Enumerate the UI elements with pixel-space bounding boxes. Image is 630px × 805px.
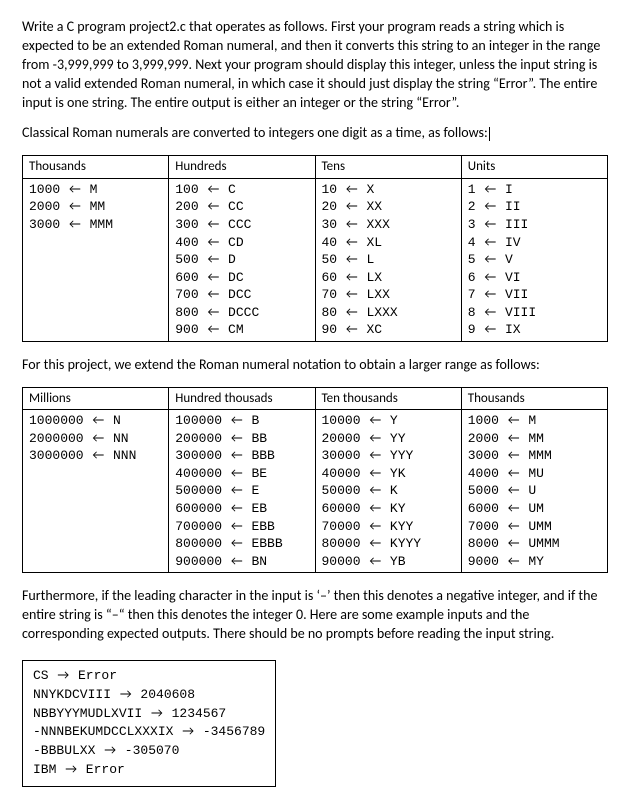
numeral-mapping: 2 ← II [468, 198, 601, 216]
numeral-mapping: 6 ← VI [468, 269, 601, 287]
table-cell: 10 ← X20 ← XX30 ← XXX40 ← XL50 ← L60 ← L… [315, 178, 461, 341]
numeral-mapping: 200000 ← BB [175, 430, 308, 448]
numeral-mapping: 50000 ← K [322, 482, 455, 500]
numeral-mapping: 100 ← C [175, 181, 308, 199]
example-line: NNYKDCVIII → 2040608 [33, 686, 265, 705]
numeral-mapping: 2000 ← MM [468, 430, 601, 448]
classical-roman-table: Thousands Hundreds Tens Units 1000 ← M20… [22, 155, 608, 341]
col-header: Tens [315, 156, 461, 179]
numeral-mapping: 4 ← IV [468, 234, 601, 252]
numeral-mapping: 9 ← IX [468, 321, 601, 339]
table-header-row: Thousands Hundreds Tens Units [23, 156, 608, 179]
numeral-mapping: 4000 ← MU [468, 465, 601, 483]
numeral-mapping: 40000 ← YK [322, 465, 455, 483]
table-cell: 10000 ← Y20000 ← YY30000 ← YYY40000 ← YK… [315, 410, 461, 573]
table-cell: 1000 ← M2000 ← MM3000 ← MMM [23, 178, 169, 341]
numeral-mapping: 600 ← DC [175, 269, 308, 287]
numeral-mapping: 800000 ← EBBB [175, 535, 308, 553]
numeral-mapping: 70000 ← KYY [322, 518, 455, 536]
col-header: Ten thousands [315, 387, 461, 410]
numeral-mapping: 5 ← V [468, 251, 601, 269]
numeral-mapping: 1000000 ← N [29, 412, 162, 430]
example-line: -NNNBEKUMDCCLXXXIX → -3456789 [33, 723, 265, 742]
extended-roman-table: Millions Hundred thousads Ten thousands … [22, 387, 608, 573]
paragraph-3: For this project, we extend the Roman nu… [22, 356, 608, 375]
numeral-mapping: 9000 ← MY [468, 553, 601, 571]
numeral-mapping: 60000 ← KY [322, 500, 455, 518]
numeral-mapping: 3 ← III [468, 216, 601, 234]
numeral-mapping: 40 ← XL [322, 234, 455, 252]
table-cell: 100 ← C200 ← CC300 ← CCC400 ← CD500 ← D6… [169, 178, 315, 341]
numeral-mapping: 500000 ← E [175, 482, 308, 500]
numeral-mapping: 50 ← L [322, 251, 455, 269]
para2-text: Classical Roman numerals are converted t… [22, 124, 488, 141]
numeral-mapping: 30 ← XXX [322, 216, 455, 234]
text-cursor [489, 127, 490, 141]
numeral-mapping: 2000000 ← NN [29, 430, 162, 448]
table-header-row: Millions Hundred thousads Ten thousands … [23, 387, 608, 410]
numeral-mapping: 90000 ← YB [322, 553, 455, 571]
col-header: Hundreds [169, 156, 315, 179]
numeral-mapping: 600000 ← EB [175, 500, 308, 518]
numeral-mapping: 10000 ← Y [322, 412, 455, 430]
table-cell: 100000 ← B200000 ← BB300000 ← BBB400000 … [169, 410, 315, 573]
numeral-mapping: 700000 ← EBB [175, 518, 308, 536]
numeral-mapping: 20 ← XX [322, 198, 455, 216]
numeral-mapping: 8 ← VIII [468, 304, 601, 322]
numeral-mapping: 60 ← LX [322, 269, 455, 287]
table-cell: 1 ← I2 ← II3 ← III4 ← IV5 ← V6 ← VI7 ← V… [461, 178, 607, 341]
numeral-mapping: 900 ← CM [175, 321, 308, 339]
col-header: Units [461, 156, 607, 179]
numeral-mapping: 30000 ← YYY [322, 447, 455, 465]
numeral-mapping: 5000 ← U [468, 482, 601, 500]
table-cell: 1000 ← M2000 ← MM3000 ← MMM4000 ← MU5000… [461, 410, 607, 573]
numeral-mapping: 3000 ← MMM [468, 447, 601, 465]
numeral-mapping: 90 ← XC [322, 321, 455, 339]
example-line: -BBBULXX → -305070 [33, 742, 265, 761]
numeral-mapping: 6000 ← UM [468, 500, 601, 518]
col-header: Thousands [461, 387, 607, 410]
example-line: IBM → Error [33, 761, 265, 780]
numeral-mapping: 1000 ← M [468, 412, 601, 430]
col-header: Millions [23, 387, 169, 410]
numeral-mapping: 70 ← LXX [322, 286, 455, 304]
examples-box: CS → ErrorNNYKDCVIII → 2040608NBBYYYMUDL… [22, 660, 276, 787]
numeral-mapping: 10 ← X [322, 181, 455, 199]
paragraph-2: Classical Roman numerals are converted t… [22, 124, 608, 143]
numeral-mapping: 400000 ← BE [175, 465, 308, 483]
numeral-mapping: 80000 ← KYYY [322, 535, 455, 553]
numeral-mapping: 20000 ← YY [322, 430, 455, 448]
table-cell: 1000000 ← N2000000 ← NN3000000 ← NNN [23, 410, 169, 573]
numeral-mapping: 1 ← I [468, 181, 601, 199]
numeral-mapping: 7 ← VII [468, 286, 601, 304]
example-line: NBBYYYMUDLXVII → 1234567 [33, 705, 265, 724]
numeral-mapping: 2000 ← MM [29, 198, 162, 216]
numeral-mapping: 7000 ← UMM [468, 518, 601, 536]
numeral-mapping: 80 ← LXXX [322, 304, 455, 322]
numeral-mapping: 3000000 ← NNN [29, 447, 162, 465]
example-line: CS → Error [33, 667, 265, 686]
numeral-mapping: 200 ← CC [175, 198, 308, 216]
numeral-mapping: 500 ← D [175, 251, 308, 269]
paragraph-4: Furthermore, if the leading character in… [22, 587, 608, 644]
numeral-mapping: 400 ← CD [175, 234, 308, 252]
numeral-mapping: 1000 ← M [29, 181, 162, 199]
numeral-mapping: 700 ← DCC [175, 286, 308, 304]
paragraph-1: Write a C program project2.c that operat… [22, 18, 608, 112]
numeral-mapping: 900000 ← BN [175, 553, 308, 571]
numeral-mapping: 800 ← DCCC [175, 304, 308, 322]
numeral-mapping: 300 ← CCC [175, 216, 308, 234]
col-header: Thousands [23, 156, 169, 179]
numeral-mapping: 3000 ← MMM [29, 216, 162, 234]
numeral-mapping: 8000 ← UMMM [468, 535, 601, 553]
col-header: Hundred thousads [169, 387, 315, 410]
numeral-mapping: 300000 ← BBB [175, 447, 308, 465]
numeral-mapping: 100000 ← B [175, 412, 308, 430]
